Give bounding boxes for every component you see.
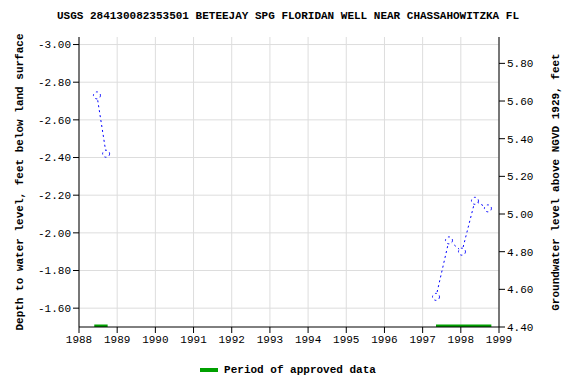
svg-text:5.80: 5.80 [507, 58, 533, 70]
svg-text:5.00: 5.00 [507, 209, 533, 221]
svg-text:5.60: 5.60 [507, 96, 533, 108]
svg-text:-1.60: -1.60 [38, 303, 71, 315]
html-text:Depth to water level, feet bel: Depth to water level, feet below land su… [14, 33, 26, 331]
svg-text:-2.40: -2.40 [38, 152, 71, 164]
svg-text:-2.80: -2.80 [38, 77, 71, 89]
svg-text:1991: 1991 [180, 334, 207, 346]
svg-text:1998: 1998 [448, 334, 474, 346]
svg-text:1992: 1992 [219, 334, 245, 346]
svg-text:1994: 1994 [295, 334, 322, 346]
svg-text:1993: 1993 [257, 334, 283, 346]
svg-text:5.40: 5.40 [507, 134, 533, 146]
svg-text:-1.80: -1.80 [38, 265, 71, 277]
svg-text:4.80: 4.80 [507, 247, 533, 259]
svg-text:-2.00: -2.00 [38, 228, 71, 240]
html-text:Groundwater level above NGVD 1: Groundwater level above NGVD 1929, feet [550, 53, 562, 311]
html-text:USGS 284130082353501 BETEEJAY: USGS 284130082353501 BETEEJAY SPG FLORID… [57, 10, 519, 22]
svg-text:1997: 1997 [409, 334, 435, 346]
svg-text:1996: 1996 [371, 334, 397, 346]
svg-text:1999: 1999 [486, 334, 512, 346]
svg-text:-2.20: -2.20 [38, 190, 71, 202]
svg-text:4.60: 4.60 [507, 284, 533, 296]
svg-text:1989: 1989 [104, 334, 130, 346]
svg-text:1990: 1990 [142, 334, 168, 346]
svg-text:4.40: 4.40 [507, 322, 533, 334]
svg-text:-3.00: -3.00 [38, 39, 71, 51]
svg-text:1988: 1988 [66, 334, 92, 346]
html-text:Period of approved data: Period of approved data [224, 364, 376, 376]
svg-text:1995: 1995 [333, 334, 359, 346]
svg-text:5.20: 5.20 [507, 171, 533, 183]
svg-text:-2.60: -2.60 [38, 115, 71, 127]
